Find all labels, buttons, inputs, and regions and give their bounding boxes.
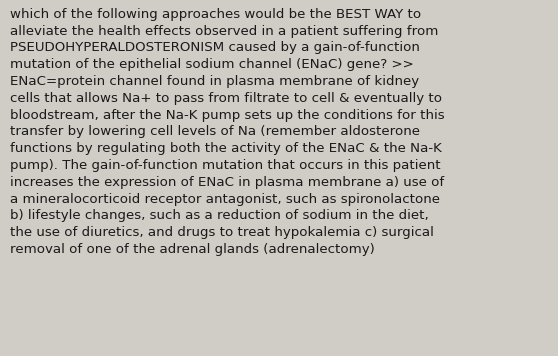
Text: which of the following approaches would be the BEST WAY to
alleviate the health : which of the following approaches would …	[10, 8, 445, 256]
